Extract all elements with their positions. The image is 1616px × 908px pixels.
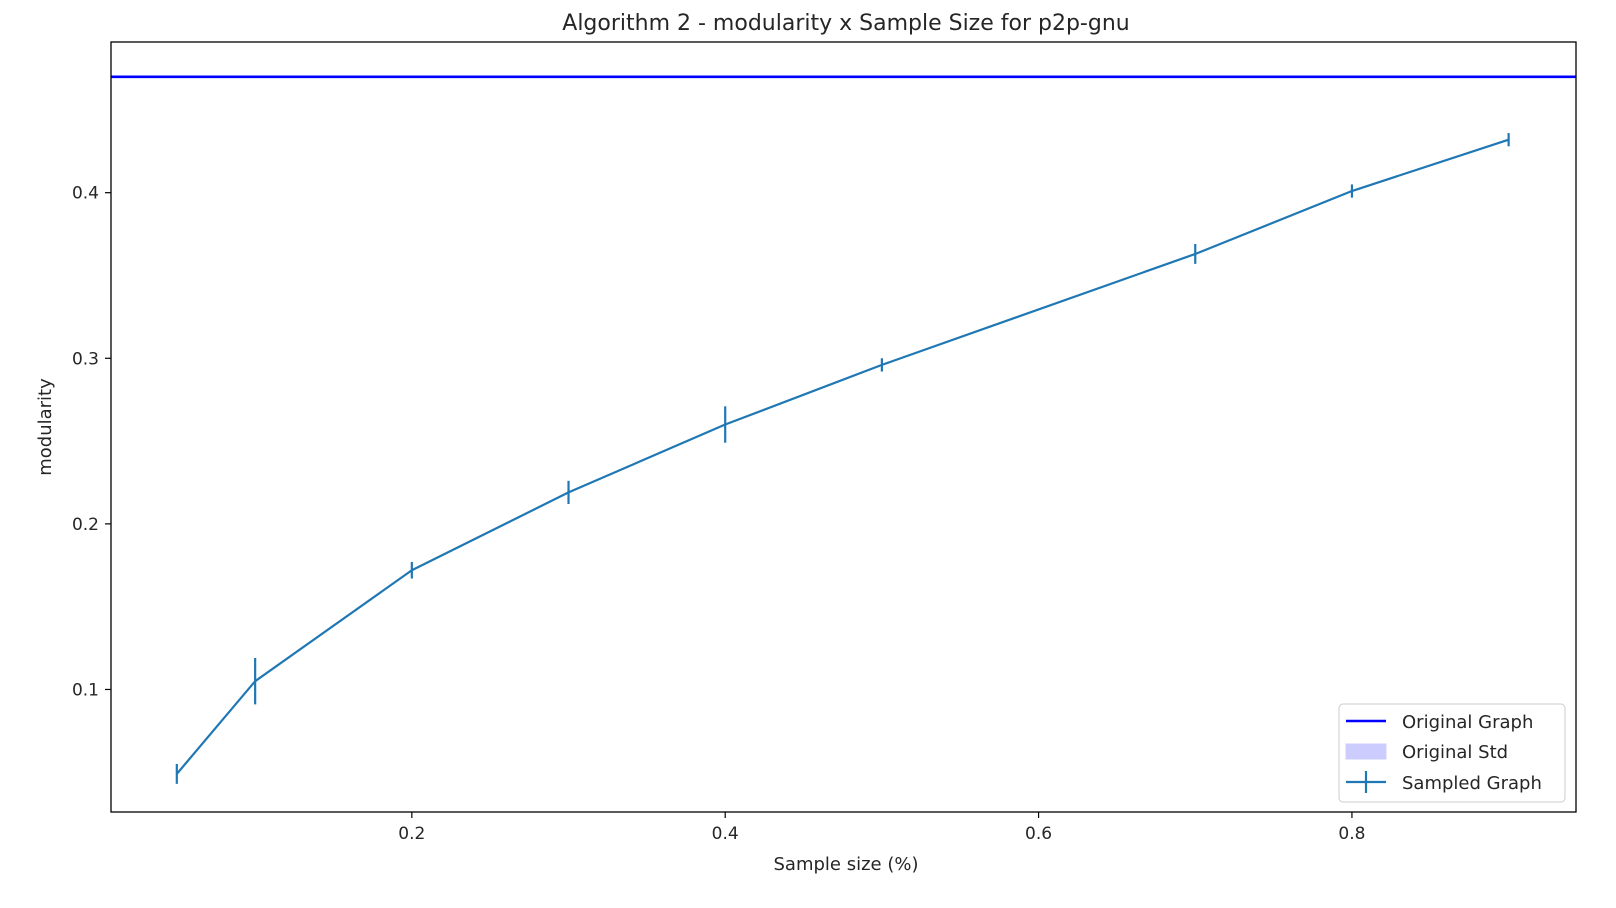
legend-original-std-swatch xyxy=(1345,743,1387,760)
y-axis-label: modularity xyxy=(35,378,56,476)
legend-box xyxy=(1338,703,1566,803)
sampled-graph-line xyxy=(175,138,1509,775)
chart-title: Algorithm 2 - modularity x Sample Size f… xyxy=(562,11,1129,36)
legend-original-std-label: Original Std xyxy=(1402,742,1508,763)
legend-original-graph-label: Original Graph xyxy=(1402,712,1533,733)
x-tick-label: 0.6 xyxy=(1025,824,1052,844)
axes-frame xyxy=(110,41,1577,813)
y-axis: 0.1 0.2 0.3 0.4 xyxy=(72,184,111,700)
y-tick-label: 0.3 xyxy=(72,349,99,369)
x-tick-label: 0.2 xyxy=(398,824,425,844)
plot-area xyxy=(111,75,1576,784)
x-axis-label: Sample size (%) xyxy=(774,854,919,875)
legend-sampled-graph-label: Sampled Graph xyxy=(1402,773,1542,794)
legend: Original Graph Original Std Sampled Grap… xyxy=(1338,703,1566,803)
y-tick-label: 0.1 xyxy=(72,680,99,700)
x-tick-label: 0.8 xyxy=(1338,824,1365,844)
y-tick-label: 0.2 xyxy=(72,515,99,535)
x-axis: 0.2 0.4 0.6 0.8 xyxy=(398,812,1365,844)
x-tick-label: 0.4 xyxy=(712,824,739,844)
y-tick-label: 0.4 xyxy=(72,184,99,204)
